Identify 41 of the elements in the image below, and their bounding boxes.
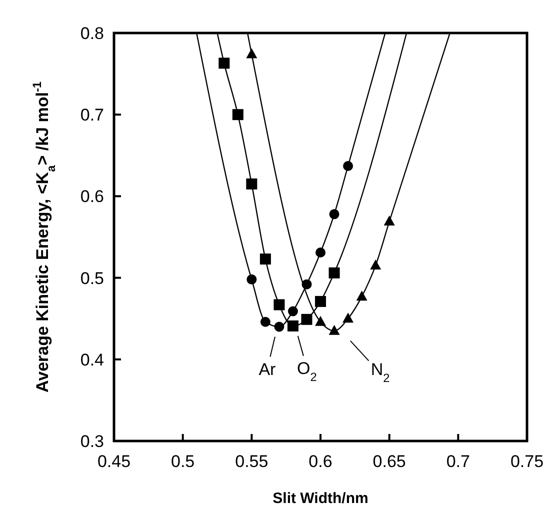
point [246,274,257,284]
point [316,248,326,258]
x-tick-label: 0.5 [171,452,195,471]
point [328,324,340,335]
point [384,215,395,226]
point [260,316,270,327]
x-tick-label: 0.75 [510,452,544,471]
point [218,58,230,69]
x-tick-label: 0.55 [235,452,268,471]
point [274,299,285,310]
annotation: N$_{2}$ [370,360,390,385]
annotation: Ar [258,360,276,379]
point [232,109,244,120]
point [329,209,340,220]
point [315,296,326,307]
point [246,48,258,58]
point [342,312,354,323]
point [260,254,271,265]
y-tick-label: 0.3 [80,432,104,451]
point [301,314,312,325]
x-axis-title: Slit Width/nm [272,490,368,507]
x-tick-label: 0.6 [308,452,332,471]
y-tick-label: 0.8 [80,24,104,43]
point [370,260,382,270]
point [328,267,340,278]
point [274,322,284,332]
y-tick-label: 0.4 [80,350,104,370]
point [302,279,312,290]
x-tick-label: 0.65 [372,452,406,471]
point [315,316,326,326]
point [246,178,258,190]
x-tick-label: 0.45 [97,452,131,471]
y-tick-label: 0.6 [80,187,104,206]
point [356,290,368,301]
annotation: O$_{2}$ [297,358,318,384]
x-tick-label: 0.7 [446,452,470,471]
y-tick-label: 0.7 [80,106,104,125]
point [287,320,298,332]
point [343,161,354,172]
y-tick-label: 0.5 [80,268,104,288]
point [288,306,298,316]
